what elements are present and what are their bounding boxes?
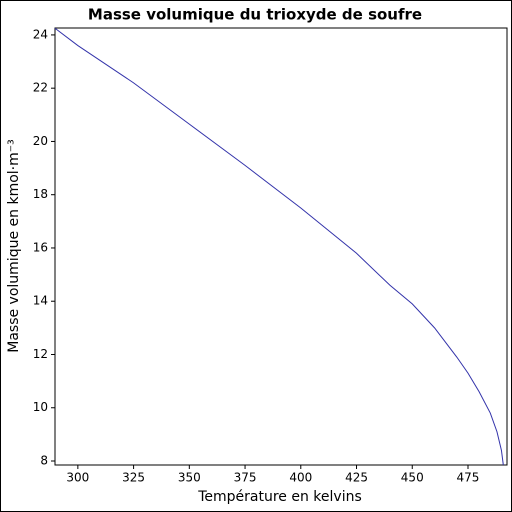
data-line: [54, 27, 504, 466]
x-tick-label: 450: [401, 471, 424, 485]
chart-title: Masse volumique du trioxyde de soufre: [88, 6, 422, 24]
y-tick-label: 8: [40, 454, 48, 468]
y-tick-label: 12: [33, 347, 48, 361]
x-axis-label: Température en kelvins: [197, 489, 362, 505]
y-tick-label: 18: [33, 187, 48, 201]
x-tick-label: 350: [178, 471, 201, 485]
y-tick-label: 16: [33, 240, 48, 254]
y-tick-label: 24: [33, 27, 48, 41]
x-tick-label: 375: [234, 471, 257, 485]
x-tick-label: 400: [289, 471, 312, 485]
y-tick-label: 10: [33, 400, 48, 414]
x-tick-label: 475: [457, 471, 480, 485]
x-tick-label: 325: [122, 471, 145, 485]
x-tick-label: 425: [345, 471, 368, 485]
y-tick-label: 22: [33, 81, 48, 95]
y-tick-label: 14: [33, 294, 48, 308]
x-tick-label: 300: [66, 471, 89, 485]
plot-frame: [54, 27, 508, 466]
y-axis-label: Masse volumique en kmol·m⁻³: [6, 139, 22, 353]
y-tick-label: 20: [33, 134, 48, 148]
